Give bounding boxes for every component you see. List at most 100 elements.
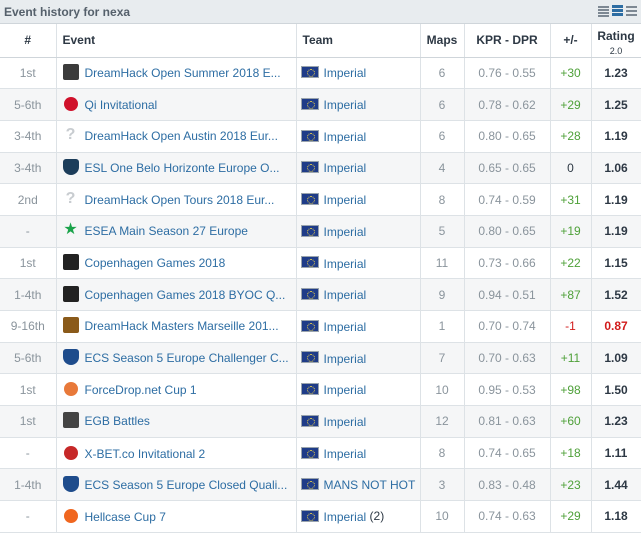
team-cell[interactable]: Imperial <box>296 57 421 90</box>
event-name-link[interactable]: ESL One Belo Horizonte Europe O... <box>84 160 280 175</box>
team-cell[interactable]: Imperial <box>296 152 421 185</box>
table-row[interactable]: 1st DreamHack Open Summer 2018 E... Imperi… <box>0 57 641 90</box>
event-cell[interactable]: ESL One Belo Horizonte Europe O... <box>56 152 297 185</box>
event-cell[interactable]: Qi Invitational <box>56 88 297 121</box>
event-name-link[interactable]: EGB Battles <box>84 414 150 429</box>
event-name-link[interactable]: X-BET.co Invitational 2 <box>84 446 206 461</box>
event-cell[interactable]: ECS Season 5 Europe Challenger C... <box>56 342 297 375</box>
table-row[interactable]: 1st ForceDrop.net Cup 1 Imperial 10 0.95 - 0… <box>0 373 641 407</box>
event-cell[interactable]: DreamHack Open Summer 2018 E... <box>56 57 297 90</box>
team-cell[interactable]: Imperial <box>296 278 421 311</box>
eu-flag-icon <box>300 383 319 396</box>
list-view-icon[interactable] <box>598 5 609 17</box>
kpr-dpr-cell: 0.76 - 0.55 <box>464 57 551 90</box>
rating-cell: 1.11 <box>591 437 641 470</box>
event-cell[interactable]: Copenhagen Games 2018 <box>56 247 297 280</box>
event-name-link[interactable]: Qi Invitational <box>84 97 158 112</box>
team-cell[interactable]: Imperial <box>296 215 421 248</box>
team-name-link[interactable]: Imperial <box>323 193 367 207</box>
kpr-dpr-cell: 0.70 - 0.63 <box>464 342 551 375</box>
team-cell[interactable]: Imperial <box>296 342 421 375</box>
table-row[interactable]: - ★ ESEA Main Season 27 Europe Imperial 5 0.8… <box>0 215 641 248</box>
kill-diff-cell: +18 <box>550 437 592 470</box>
event-cell[interactable]: ? DreamHack Open Tours 2018 Eur... <box>56 183 297 216</box>
team-name-link[interactable]: Imperial <box>323 97 367 112</box>
event-name-link[interactable]: Copenhagen Games 2018 BYOC Q... <box>84 287 286 302</box>
event-name-link[interactable]: Copenhagen Games 2018 <box>84 255 226 270</box>
team-cell[interactable]: Imperial <box>296 405 421 438</box>
event-name-link[interactable]: Hellcase Cup 7 <box>84 509 166 524</box>
table-row[interactable]: - X-BET.co Invitational 2 Imperial 8 0.74 - … <box>0 437 641 470</box>
event-cell[interactable]: ForceDrop.net Cup 1 <box>56 373 297 407</box>
placement-cell: 2nd <box>0 183 57 216</box>
event-name-link[interactable]: ForceDrop.net Cup 1 <box>84 383 197 398</box>
table-row[interactable]: 3-4th ESL One Belo Horizonte Europe O... I… <box>0 152 641 185</box>
team-name-link[interactable]: Imperial <box>323 288 367 303</box>
event-cell[interactable]: DreamHack Masters Marseille 201... <box>56 310 297 343</box>
qi-logo-icon <box>63 96 78 111</box>
team-name-link[interactable]: Imperial <box>323 351 367 366</box>
rating-version-label: 2.0 <box>609 46 623 56</box>
team-cell[interactable]: Imperial <box>296 88 421 121</box>
team-name-link[interactable]: Imperial <box>323 509 367 524</box>
kill-diff-cell: +31 <box>550 183 592 216</box>
event-name-link[interactable]: DreamHack Masters Marseille 201... <box>84 319 279 334</box>
team-cell[interactable]: Imperial <box>296 183 421 216</box>
table-row[interactable]: 1-4th Copenhagen Games 2018 BYOC Q... Impe… <box>0 278 641 311</box>
event-cell[interactable]: ★ ESEA Main Season 27 Europe <box>56 215 297 248</box>
event-cell[interactable]: Copenhagen Games 2018 BYOC Q... <box>56 278 297 311</box>
eu-flag-icon <box>300 161 319 174</box>
event-cell[interactable]: EGB Battles <box>56 405 297 438</box>
event-name-link[interactable]: DreamHack Open Summer 2018 E... <box>84 65 281 80</box>
table-row[interactable]: 5-6th ECS Season 5 Europe Challenger C...… <box>0 342 641 375</box>
team-name-link[interactable]: Imperial <box>323 319 367 334</box>
table-row[interactable]: 5-6th Qi Invitational Imperial 6 0.78 - 0.62… <box>0 88 641 121</box>
table-row[interactable]: 1-4th ECS Season 5 Europe Closed Quali...… <box>0 468 641 502</box>
maps-cell: 8 <box>420 437 465 470</box>
eu-flag-icon <box>300 224 319 237</box>
team-cell[interactable]: Imperial (2) <box>296 500 421 533</box>
team-cell[interactable]: Imperial <box>296 120 421 153</box>
team-name-link[interactable]: Imperial <box>323 446 367 461</box>
maps-cell: 6 <box>420 57 465 90</box>
event-cell[interactable]: X-BET.co Invitational 2 <box>56 437 297 470</box>
table-row[interactable]: 1st EGB Battles Imperial 12 0.81 - 0.63 +60 1.… <box>0 405 641 438</box>
event-history-table: # Event Team Maps KPR - DPR +/- Rating 2… <box>0 24 641 533</box>
table-row[interactable]: 1st Copenhagen Games 2018 Imperial 11 0.73 -… <box>0 247 641 280</box>
event-name-link[interactable]: DreamHack Open Austin 2018 Eur... <box>84 129 278 144</box>
table-row[interactable]: - Hellcase Cup 7 Imperial (2) 10 0.74 - 0.63… <box>0 500 641 533</box>
team-name-link[interactable]: Imperial <box>323 383 367 398</box>
placement-cell: - <box>0 215 57 248</box>
team-cell[interactable]: Imperial <box>296 247 421 280</box>
event-cell[interactable]: ? DreamHack Open Austin 2018 Eur... <box>56 120 297 153</box>
event-name-link[interactable]: ESEA Main Season 27 Europe <box>84 224 248 239</box>
team-name-link[interactable]: Imperial <box>323 414 367 429</box>
event-name-link[interactable]: ECS Season 5 Europe Challenger C... <box>84 351 289 366</box>
team-name-link[interactable]: MANS NOT HOT <box>323 478 416 493</box>
team-name-link[interactable]: Imperial <box>323 224 367 239</box>
team-name-link[interactable]: Imperial <box>323 256 367 271</box>
table-row[interactable]: 3-4th? DreamHack Open Austin 2018 Eur... I… <box>0 120 641 153</box>
event-cell[interactable]: ECS Season 5 Europe Closed Quali... <box>56 468 297 502</box>
team-cell[interactable]: Imperial <box>296 373 421 407</box>
table-row[interactable]: 2nd? DreamHack Open Tours 2018 Eur... Impe… <box>0 183 641 216</box>
team-cell[interactable]: Imperial <box>296 310 421 343</box>
team-name-link[interactable]: Imperial <box>323 161 367 176</box>
team-cell[interactable]: MANS NOT HOT <box>296 468 421 502</box>
eu-flag-icon <box>300 478 319 491</box>
table-row[interactable]: 9-16th DreamHack Masters Marseille 201...… <box>0 310 641 343</box>
team-cell[interactable]: Imperial <box>296 437 421 470</box>
compact-view-icon[interactable] <box>612 5 623 17</box>
event-name-link[interactable]: DreamHack Open Tours 2018 Eur... <box>84 192 275 207</box>
kill-diff-cell: +98 <box>550 373 592 407</box>
event-cell[interactable]: Hellcase Cup 7 <box>56 500 297 533</box>
kpr-dpr-cell: 0.80 - 0.65 <box>464 120 551 153</box>
event-name-link[interactable]: ECS Season 5 Europe Closed Quali... <box>84 477 288 492</box>
team-name-link[interactable]: Imperial <box>323 66 367 81</box>
egb-icon <box>62 412 79 429</box>
eu-flag-icon <box>300 129 319 142</box>
col-rating-header: Rating 2.0 <box>591 24 641 58</box>
kill-diff-cell: +23 <box>550 468 592 502</box>
detailed-view-icon[interactable] <box>626 5 637 17</box>
team-name-link[interactable]: Imperial <box>323 129 367 144</box>
